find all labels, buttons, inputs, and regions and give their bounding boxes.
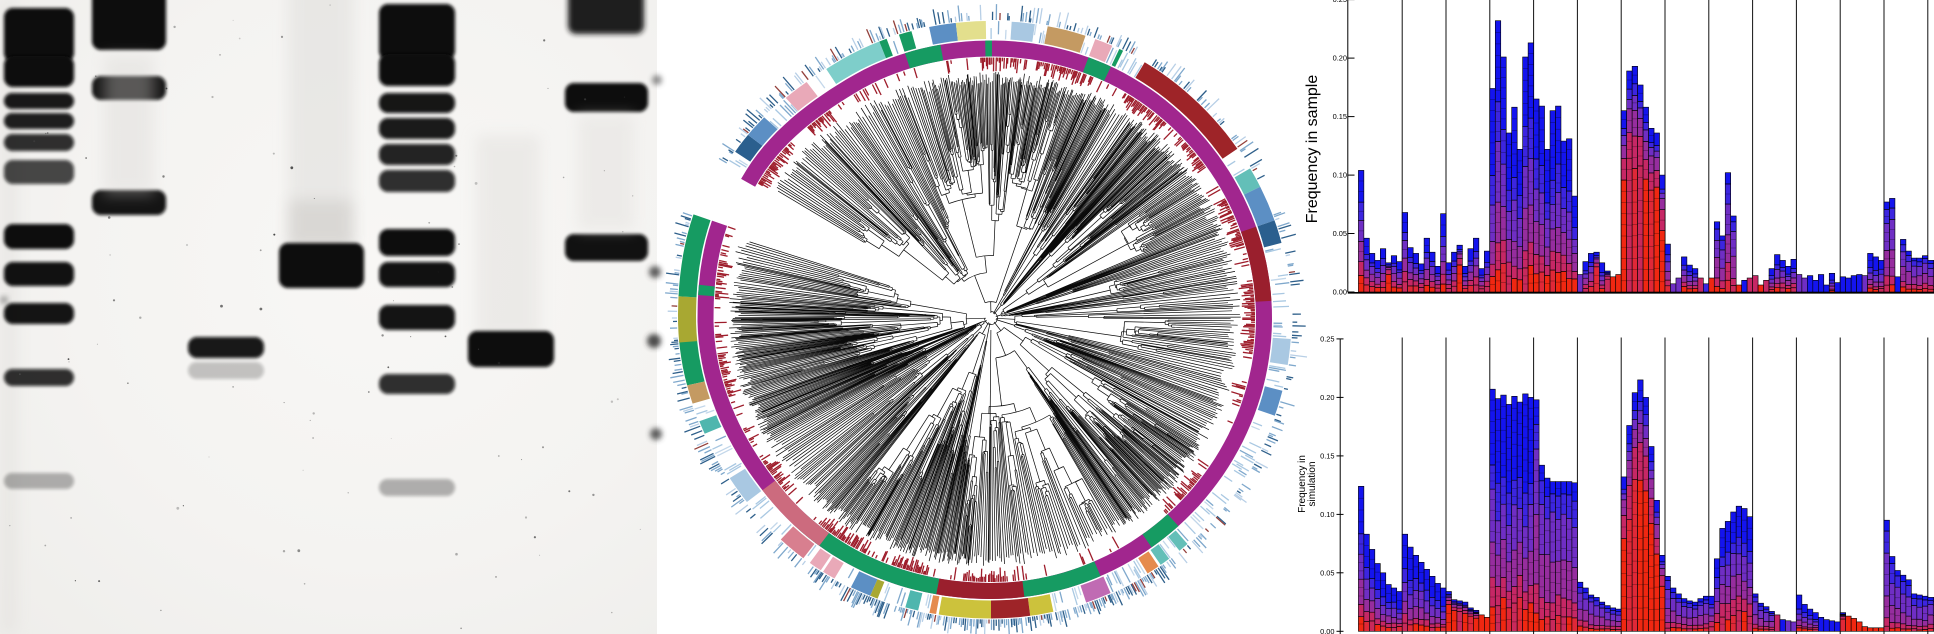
- svg-text:0.15: 0.15: [1320, 452, 1334, 461]
- svg-text:0.10: 0.10: [1320, 510, 1334, 519]
- svg-text:0.20: 0.20: [1320, 393, 1334, 402]
- svg-text:0.20: 0.20: [1333, 54, 1347, 63]
- svg-text:Frequency in: Frequency in: [1297, 455, 1308, 513]
- svg-text:0.25: 0.25: [1333, 0, 1347, 4]
- svg-text:0.25: 0.25: [1320, 335, 1334, 344]
- svg-text:0.00: 0.00: [1333, 288, 1347, 297]
- svg-text:simulation: simulation: [1307, 461, 1318, 506]
- svg-text:0.05: 0.05: [1333, 229, 1347, 238]
- svg-text:0.10: 0.10: [1333, 171, 1347, 180]
- svg-text:Frequency in sample: Frequency in sample: [1304, 75, 1321, 224]
- svg-text:0.05: 0.05: [1320, 568, 1334, 577]
- svg-text:0.15: 0.15: [1333, 112, 1347, 121]
- svg-text:0.00: 0.00: [1320, 627, 1334, 634]
